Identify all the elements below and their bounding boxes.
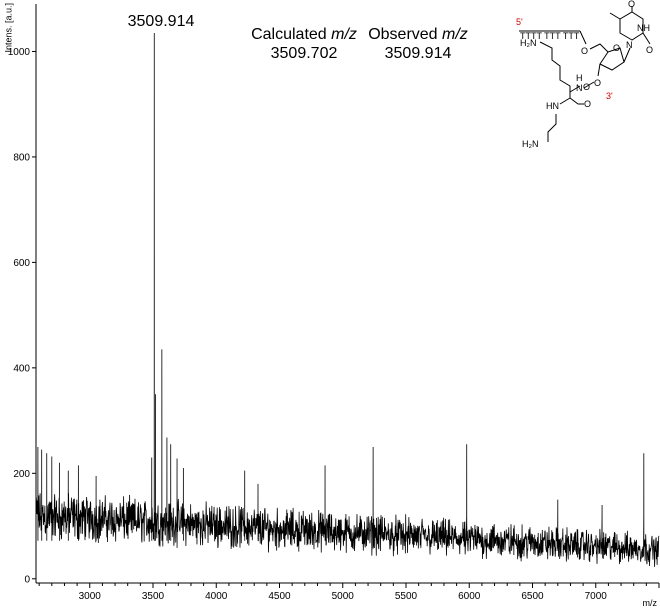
x-tick-label: 4500: [268, 591, 291, 602]
x-tick-label: 5500: [395, 591, 418, 602]
x-tick-label: 6000: [458, 591, 481, 602]
furanose-ring: [599, 47, 625, 71]
x-tick-label: 5000: [332, 591, 355, 602]
thymine-bottom-oxygen: O: [646, 45, 653, 55]
y-tick-label: 400: [13, 363, 30, 374]
y-tick-label: 0: [24, 574, 30, 585]
x-tick-label: 4000: [205, 591, 228, 602]
ring-oxygen: O: [613, 43, 620, 53]
alpha-carbon-bond: [569, 97, 579, 105]
thymine-c2-oxo-bond: [642, 32, 651, 45]
sugar-to-ester-bond: [597, 63, 601, 77]
thymine-n: N: [626, 40, 633, 50]
calculated-prefix: Calculated: [251, 26, 331, 43]
oligo-strand-label: TTTT TTT TTT: [520, 31, 580, 41]
carbamate-n: N: [576, 83, 583, 93]
calculated-value: 3509.702: [271, 45, 338, 62]
lysine-side-chain: [539, 41, 571, 98]
three-prime-label: 3': [606, 91, 613, 101]
y-tick-label: 600: [13, 258, 30, 269]
thymine-nh: NH: [637, 23, 650, 33]
x-tick-label: 6500: [521, 591, 544, 602]
y-axis-ticks: 0 200 400 600 800 1000: [8, 47, 36, 585]
y-tick-label: 800: [13, 152, 30, 163]
calculated-mz-italic: m/z: [331, 26, 357, 43]
amide-n-bond: [559, 97, 571, 105]
calculated-header: Calculated m/z: [251, 26, 357, 43]
top-amine: H₂N: [520, 38, 537, 48]
x-tick-label: 3000: [79, 591, 102, 602]
thymine-methyl: [609, 12, 621, 20]
amide-oxygen: O: [584, 99, 591, 109]
carbamate-bond: [569, 85, 581, 93]
carbamate-nh-h: H: [576, 73, 583, 83]
five-prime-label: 5': [516, 17, 523, 27]
sugar-to-base-bond: [623, 47, 631, 63]
strand-to-oxygen-bond: [579, 30, 587, 45]
y-axis-title: Intens. [a.u.]: [3, 3, 13, 53]
sugar-ch2-bonds: [589, 43, 609, 53]
spectrum-series-line: [35, 32, 660, 567]
plot-frame: [35, 4, 659, 584]
ether-oxygen: O: [581, 46, 588, 56]
carbonyl-oxygen: O: [583, 82, 590, 92]
observed-header: Observed m/z: [368, 26, 468, 43]
y-tick-label: 200: [13, 469, 30, 480]
ester-oxygen: O: [594, 78, 601, 88]
carbonyl-bond: [583, 81, 595, 89]
bottom-amine: H₂N: [522, 139, 539, 149]
observed-mz-italic: m/z: [442, 26, 468, 43]
y-tick-label: 1000: [8, 47, 31, 58]
observed-prefix: Observed: [368, 26, 442, 43]
x-axis-ticks: 3000 3500 4000 4500 5000 5500 6000 6500 7000: [38, 583, 660, 602]
x-tick-label: 7000: [585, 591, 608, 602]
chemical-structure: 5' TTTT TTT TTT O O N O NH O O 3' O H N …: [516, 0, 653, 149]
peak-label: 3509.914: [128, 13, 195, 30]
observed-value: 3509.914: [385, 45, 452, 62]
thymine-top-oxygen: O: [628, 0, 635, 9]
propyl-linker: [547, 114, 557, 142]
amide-hn: HN: [546, 101, 559, 111]
x-axis-title: m/z: [643, 598, 658, 608]
x-tick-label: 3500: [142, 591, 165, 602]
